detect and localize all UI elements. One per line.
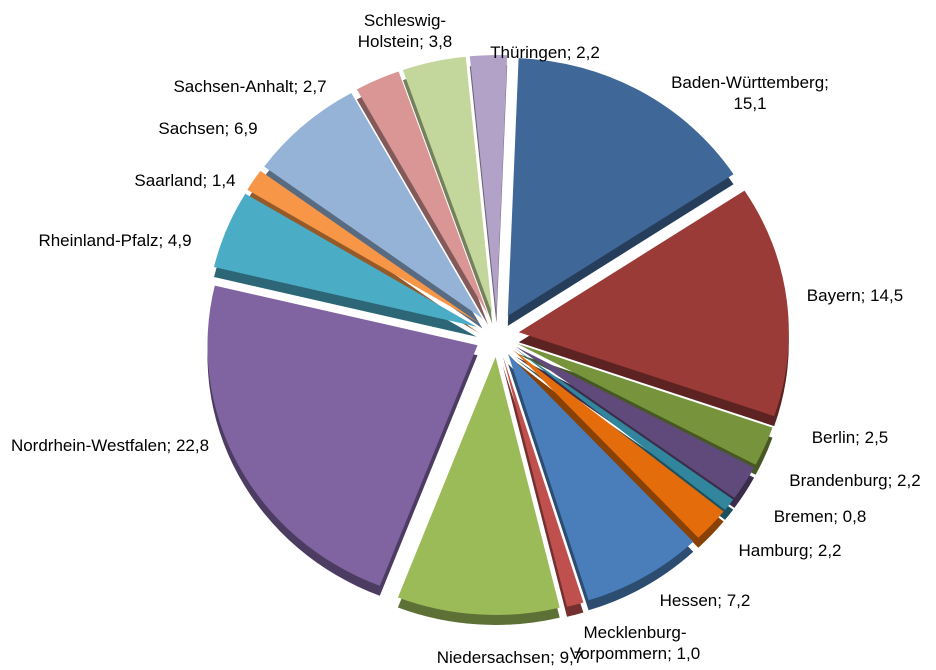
slice <box>469 55 508 313</box>
slice <box>507 58 734 316</box>
slice-label: Saarland; 1,4 <box>134 171 236 190</box>
slice <box>356 71 488 315</box>
slice-label: Sachsen-Anhalt; 2,7 <box>173 77 327 96</box>
slice <box>515 346 755 498</box>
slice-label: Hessen; 7,2 <box>659 591 751 610</box>
slice-label: Sachsen; 6,9 <box>158 119 258 138</box>
slice <box>264 93 483 319</box>
slice <box>508 354 694 601</box>
slice <box>518 190 789 417</box>
slice <box>517 343 773 465</box>
slice-label: Brandenburg; 2,2 <box>789 471 921 490</box>
slice <box>502 356 584 607</box>
slice-label: Thüringen; 2,2 <box>490 43 600 62</box>
slice <box>402 56 493 314</box>
slice-label: Bremen; 0,8 <box>773 507 867 526</box>
slice-label: Rheinland-Pfalz; 4,9 <box>38 231 192 250</box>
slice-label: Niedersachsen; 9,7 <box>436 648 584 667</box>
slice <box>214 193 477 327</box>
slice <box>514 348 734 510</box>
slice-label: Nordrhein-Westfalen; 22,8 <box>10 436 210 455</box>
slice-label: Mecklenburg-Vorpommern; 1,0 <box>569 623 701 663</box>
slice-label: Berlin; 2,5 <box>811 428 889 447</box>
slice <box>513 349 724 538</box>
slice <box>207 285 478 586</box>
slice-label: Baden-Württemberg; 15,1 <box>671 73 829 113</box>
slice-label: Schleswig-Holstein; 3,8 <box>357 11 453 51</box>
slice-label: Hamburg; 2,2 <box>738 541 842 560</box>
slice <box>247 170 479 323</box>
slice <box>397 357 560 615</box>
slice-label: Bayern; 14,5 <box>806 286 904 305</box>
